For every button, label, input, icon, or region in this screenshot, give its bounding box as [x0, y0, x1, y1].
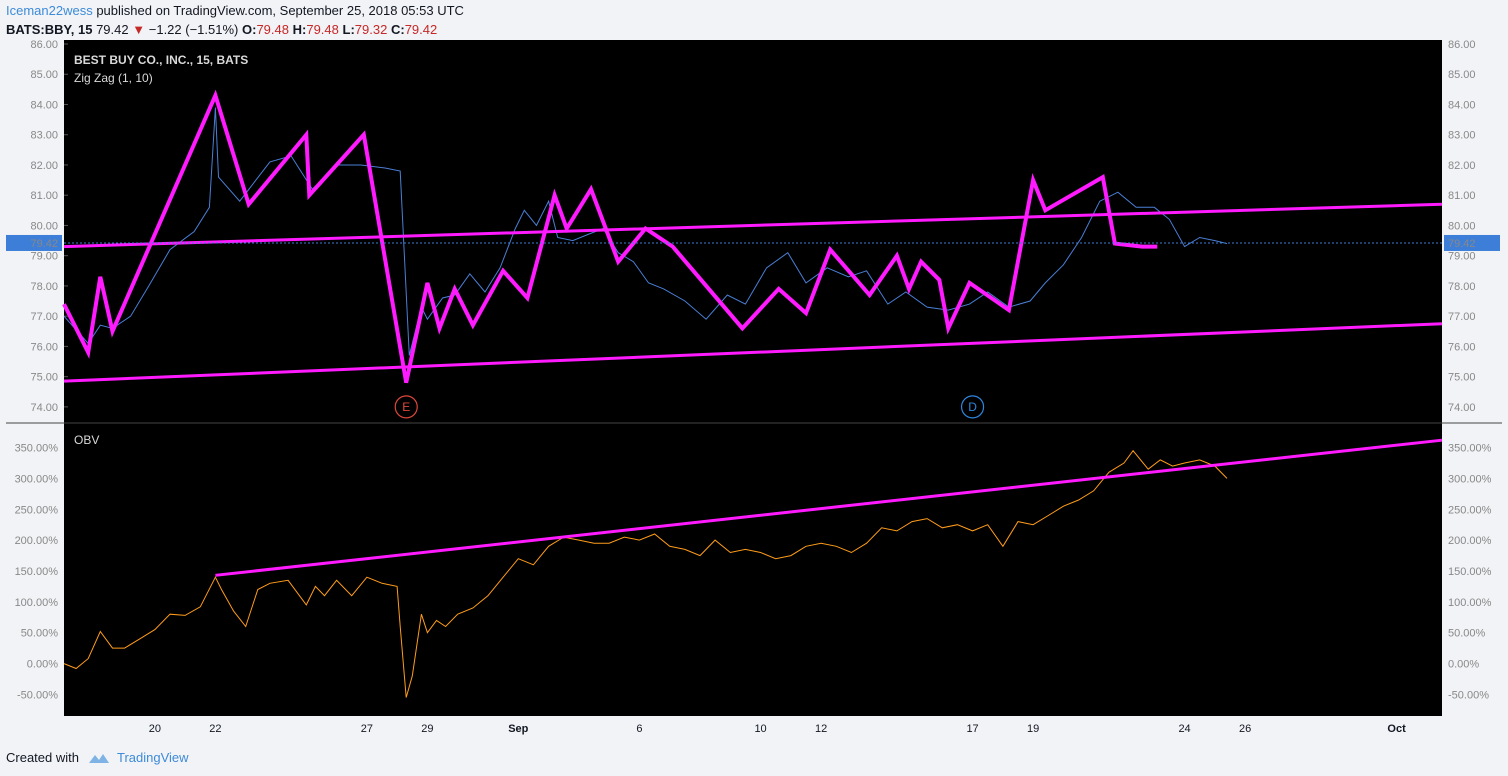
obv-tick-label-left-3: 100.00% — [15, 597, 59, 609]
trendline-upper[interactable] — [63, 202, 1443, 249]
price-tick-label-left-12: 86.00 — [30, 40, 58, 51]
close-label: C: — [390, 22, 405, 37]
price-series-line[interactable] — [63, 107, 1228, 356]
price-tick-label-left-1: 75.00 — [30, 372, 58, 384]
tradingview-logo-icon[interactable] — [87, 751, 111, 765]
obv-tick-label-right-2: 50.00% — [1448, 628, 1486, 640]
obv-tick-label-left-5: 200.00% — [15, 535, 59, 547]
x-tick-label-3: 29 — [421, 723, 433, 735]
price-tick-label-left-2: 76.00 — [30, 341, 58, 353]
x-tick-label-1: 22 — [209, 723, 221, 735]
last-price-tag-right — [1444, 234, 1500, 251]
created-with-label: Created with — [6, 750, 79, 765]
obv-tick-label-right-0: -50.00% — [1448, 689, 1489, 701]
price-tick-label-left-10: 84.00 — [30, 99, 58, 111]
price-tick-label-right-4: 78.00 — [1448, 281, 1476, 293]
x-tick-label-8: 17 — [966, 723, 978, 735]
chart-area[interactable]: 74.00 74.00 75.00 75.00 76.00 76.00 77.00 77.00… — [6, 40, 1502, 740]
x-tick-label-2: 27 — [361, 723, 373, 735]
price-tick-label-right-3: 77.00 — [1448, 311, 1476, 323]
high-label: H: — [292, 22, 307, 37]
author-link[interactable]: Iceman22wess — [6, 3, 93, 18]
last-price-tag-left-label: 79.42 — [30, 238, 58, 250]
price-tick-label-right-2: 76.00 — [1448, 341, 1476, 353]
obv-tick-label-left-0: -50.00% — [17, 689, 58, 701]
last-price-tag-left — [6, 234, 62, 251]
price-tick-label-right-0: 74.00 — [1448, 402, 1476, 414]
obv-tick-label-left-2: 50.00% — [21, 628, 59, 640]
obv-tick-label-left-4: 150.00% — [15, 566, 59, 578]
price-tick-label-right-7: 81.00 — [1448, 190, 1476, 202]
price-tick-label-right-1: 75.00 — [1448, 372, 1476, 384]
obv-series-line[interactable] — [63, 449, 1228, 698]
x-tick-label-11: 26 — [1239, 723, 1251, 735]
price-tick-label-right-9: 83.00 — [1448, 130, 1476, 142]
price-legend-title: BEST BUY CO., INC., 15, BATS — [74, 53, 248, 67]
x-tick-label-12: Oct — [1387, 723, 1406, 735]
earnings-badge[interactable] — [394, 395, 418, 419]
obv-tick-label-right-7: 300.00% — [1448, 473, 1492, 485]
price-tick-label-right-8: 82.00 — [1448, 160, 1476, 172]
symbol-label: BATS:BBY, 15 — [6, 22, 93, 37]
dividend-badge-label: D — [968, 400, 977, 414]
price-tick-label-right-11: 85.00 — [1448, 69, 1476, 81]
price-tick-label-right-12: 86.00 — [1448, 40, 1476, 51]
obv-trendline[interactable] — [215, 438, 1443, 577]
publish-line: Iceman22wess published on TradingView.co… — [6, 3, 464, 18]
price-tick-label-left-5: 79.00 — [30, 251, 58, 263]
low-label: L: — [342, 22, 355, 37]
price-tick-label-left-7: 81.00 — [30, 190, 58, 202]
open-value: 79.48 — [256, 22, 289, 37]
obv-tick-label-right-4: 150.00% — [1448, 566, 1492, 578]
open-label: O: — [242, 22, 257, 37]
obv-tick-label-left-1: 0.00% — [27, 659, 58, 671]
last-price-tag-right-label: 79.42 — [1448, 238, 1476, 250]
price-tick-label-left-6: 80.00 — [30, 220, 58, 232]
obv-tick-label-right-8: 350.00% — [1448, 443, 1492, 455]
obv-tick-label-left-7: 300.00% — [15, 473, 59, 485]
price-tick-label-right-10: 84.00 — [1448, 99, 1476, 111]
earnings-badge-label: E — [402, 400, 410, 414]
price-tick-label-left-9: 83.00 — [30, 130, 58, 142]
close-value: 79.42 — [404, 22, 438, 37]
obv-tick-label-right-3: 100.00% — [1448, 597, 1492, 609]
symbol-line: BATS:BBY, 15 79.42 ▼ −1.22 (−1.51%) O:79… — [6, 22, 437, 37]
x-axis-band[interactable] — [64, 716, 1442, 740]
high-value: 79.48 — [306, 22, 339, 37]
price-tick-label-left-11: 85.00 — [30, 69, 58, 81]
price-tick-label-right-6: 80.00 — [1448, 220, 1476, 232]
x-tick-label-7: 12 — [815, 723, 827, 735]
obv-tick-label-left-6: 250.00% — [15, 504, 59, 516]
tradingview-link[interactable]: TradingView — [116, 750, 189, 765]
obv-legend: OBV — [74, 433, 99, 447]
x-tick-label-9: 19 — [1027, 723, 1039, 735]
price-change: −1.22 (−1.51%) — [148, 22, 239, 37]
x-tick-label-10: 24 — [1178, 723, 1190, 735]
dividend-badge[interactable] — [960, 395, 985, 419]
publish-info: published on TradingView.com, September … — [92, 3, 464, 18]
x-tick-label-6: 10 — [754, 723, 766, 735]
low-value: 79.32 — [354, 22, 388, 37]
x-tick-label-5: 6 — [636, 723, 642, 735]
last-price: 79.42 — [96, 22, 129, 37]
obv-tick-label-left-8: 350.00% — [15, 443, 59, 455]
x-tick-label-4: Sep — [508, 723, 528, 735]
zigzag-line[interactable] — [62, 89, 1158, 384]
price-tick-label-left-3: 77.00 — [30, 311, 58, 323]
zigzag-legend: Zig Zag (1, 10) — [74, 71, 153, 85]
trendline-lower[interactable] — [63, 322, 1443, 383]
price-tick-label-left-0: 74.00 — [30, 402, 58, 414]
obv-tick-label-right-5: 200.00% — [1448, 535, 1492, 547]
footer: Created with TradingView — [6, 750, 189, 765]
price-tick-label-left-4: 78.00 — [30, 281, 58, 293]
x-tick-label-0: 20 — [149, 723, 161, 735]
obv-tick-label-right-1: 0.00% — [1448, 659, 1479, 671]
down-arrow-icon: ▼ — [132, 22, 146, 37]
price-tick-label-right-5: 79.00 — [1448, 251, 1476, 263]
obv-tick-label-right-6: 250.00% — [1448, 504, 1492, 516]
plot-background — [64, 40, 1442, 716]
price-tick-label-left-8: 82.00 — [30, 160, 58, 172]
